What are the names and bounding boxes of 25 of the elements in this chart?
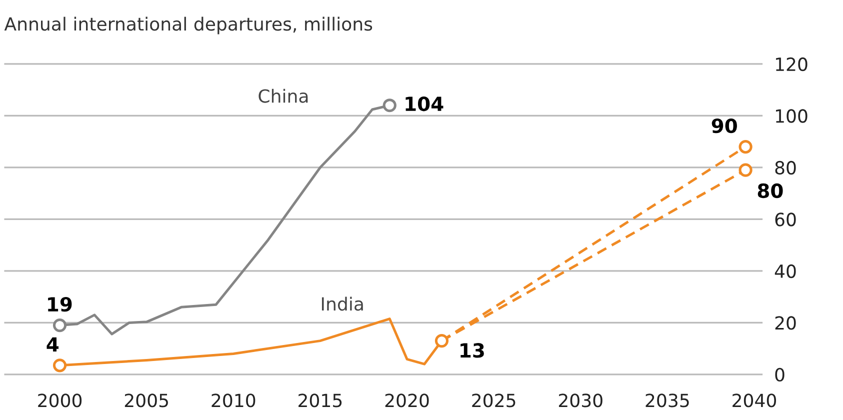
y-tick-label: 40 xyxy=(774,264,796,278)
chart-title: Annual international departures, millions xyxy=(4,16,372,34)
text: China xyxy=(258,88,308,103)
annotation: 104 xyxy=(406,96,444,112)
x-tick-label: 2010 xyxy=(212,394,256,408)
annotation: 13 xyxy=(460,343,484,358)
annotation: 90 xyxy=(712,118,737,134)
x-tick-label: 2040 xyxy=(732,394,776,408)
y-tick-label: 100 xyxy=(776,109,808,123)
y-tick-label: 120 xyxy=(776,57,808,72)
y-tick-label: 0 xyxy=(775,368,784,382)
annotation: 4 xyxy=(46,337,59,352)
x-tick-label: 2020 xyxy=(385,394,429,408)
annotation: 80 xyxy=(758,183,783,198)
x-tick-label: 2025 xyxy=(472,394,516,408)
y-tick-label: 20 xyxy=(775,316,796,330)
y-tick-label: 60 xyxy=(775,212,796,226)
annotation: 19 xyxy=(48,296,72,312)
series-label: India xyxy=(322,296,363,311)
x-tick-label: 2035 xyxy=(646,394,689,408)
y-tick-label: 80 xyxy=(775,160,796,175)
x-tick-label: 2015 xyxy=(298,394,342,408)
x-tick-label: 2000 xyxy=(38,394,82,408)
x-tick-label: 2005 xyxy=(124,394,168,408)
x-tick-label: 2030 xyxy=(558,394,602,408)
